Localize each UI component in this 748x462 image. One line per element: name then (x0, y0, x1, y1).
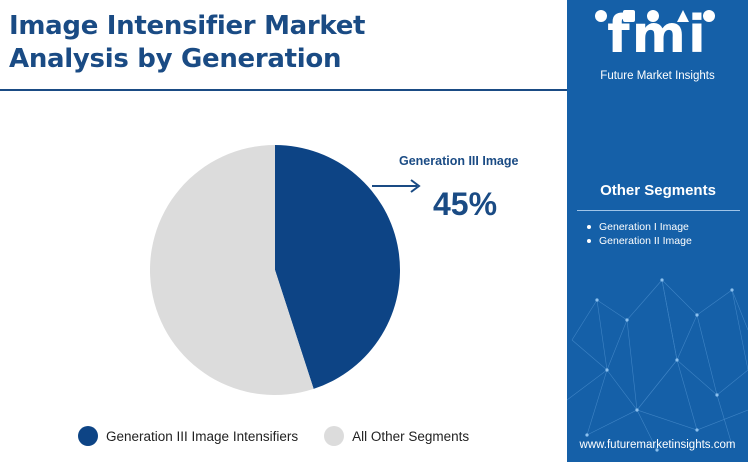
pie-chart (149, 145, 400, 395)
list-item: Generation I Image (585, 220, 692, 234)
chart-title-line-1: Image Intensifier Market (9, 11, 366, 41)
logo-caption: Future Market Insights (600, 70, 715, 82)
pie-slice-gen3 (275, 145, 400, 389)
website-link[interactable]: www.futuremarketinsights.com (579, 439, 736, 451)
legend-item-other: All Other Segments (324, 426, 469, 446)
logo-text: fmi (607, 5, 708, 65)
legend-label-other: All Other Segments (352, 428, 470, 444)
legend: Generation III Image Intensifiers All Ot… (78, 426, 495, 446)
other-segments-divider (577, 210, 740, 211)
chart-title: Image Intensifier Market Analysis by Gen… (9, 10, 365, 76)
legend-label-gen3: Generation III Image Intensifiers (106, 428, 299, 444)
legend-swatch-gen3 (78, 426, 98, 446)
chart-title-line-2: Analysis by Generation (9, 44, 342, 74)
legend-swatch-other (324, 426, 345, 446)
callout-value: 45% (433, 186, 498, 222)
callout-label: Generation III Image (399, 154, 519, 168)
title-divider (0, 89, 567, 91)
list-item: Generation II Image (585, 234, 692, 248)
logo-icons (595, 10, 715, 22)
callout-arrow-icon (372, 179, 421, 193)
side-panel: fmi Future Market Insights Other Segment… (567, 0, 748, 462)
legend-item-gen3: Generation III Image Intensifiers (78, 426, 298, 446)
other-segments-heading: Other Segments (600, 182, 716, 199)
pie-slice-other (149, 145, 314, 395)
other-segments-list: Generation I Image Generation II Image (585, 220, 692, 248)
network-graphic (567, 278, 748, 452)
